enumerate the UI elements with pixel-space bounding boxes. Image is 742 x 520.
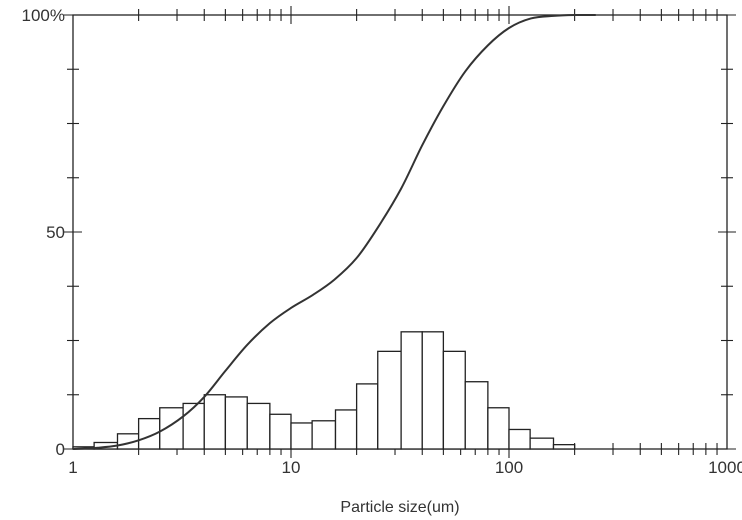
- cumulative-curve: [72, 13, 596, 450]
- histogram-bar-8: [246, 402, 271, 450]
- x-tick-label: 10: [282, 458, 301, 477]
- histogram-bar-22: [552, 444, 576, 450]
- histogram-bars: [72, 331, 576, 450]
- y-tick-label: 100%: [22, 6, 65, 25]
- y-tick-label: 0: [56, 440, 65, 459]
- histogram-bar-5: [182, 402, 205, 450]
- histogram-bar-17: [442, 350, 466, 450]
- histogram-bar-10: [290, 422, 313, 450]
- histogram-bar-20: [508, 428, 531, 450]
- y-tick-label: 50: [46, 223, 65, 242]
- histogram-bar-14: [377, 350, 402, 450]
- histogram-bar-12: [334, 409, 358, 450]
- histogram-bar-19: [487, 407, 510, 450]
- x-tick-label: 100: [495, 458, 523, 477]
- tick-labels: 1 10 100 1000 0 50 100%: [22, 6, 742, 477]
- x-axis-title: Particle size(um): [340, 499, 459, 516]
- histogram-bar-16: [421, 331, 445, 450]
- histogram-bar-9: [269, 413, 292, 450]
- histogram-bar-11: [311, 420, 337, 450]
- histogram-bar-6: [203, 394, 227, 450]
- x-tick-label: 1000: [708, 458, 742, 477]
- histogram-bar-13: [355, 383, 379, 450]
- histogram-bar-7: [224, 396, 248, 450]
- histogram-bar-15: [400, 331, 423, 450]
- histogram-bar-4: [159, 407, 184, 450]
- histogram-bar-18: [464, 381, 489, 450]
- histogram-bar-21: [529, 437, 555, 450]
- x-tick-label: 1: [68, 458, 77, 477]
